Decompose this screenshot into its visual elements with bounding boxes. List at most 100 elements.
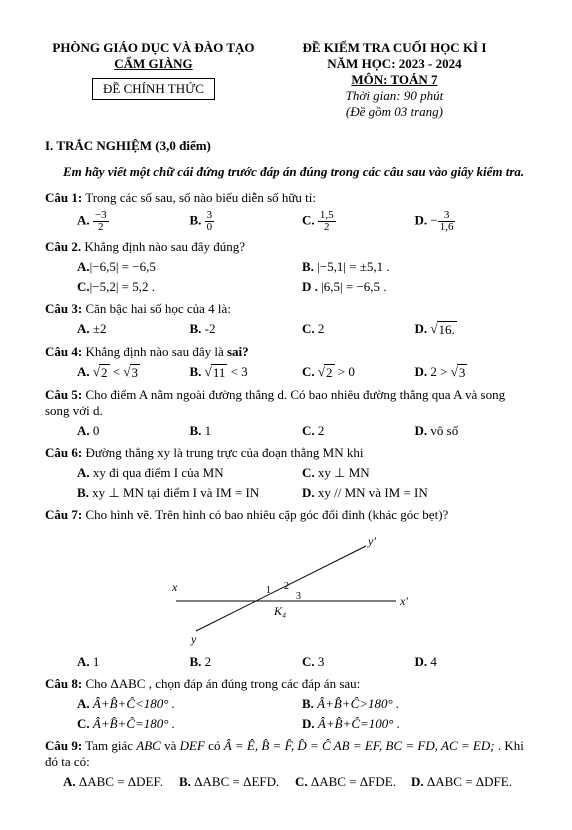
q4-opt-b: B. 11 < 3 xyxy=(190,364,303,381)
q6-opt-d: D. xy // MN và IM = IN xyxy=(302,485,527,501)
q7-text: Cho hình vẽ. Trên hình có bao nhiêu cặp … xyxy=(85,507,448,522)
pages: (Đề gồm 03 trang) xyxy=(262,104,527,120)
q2-opt-d: D . |6,5| = −6,5 . xyxy=(302,279,527,295)
q1: Câu 1: Trong các số sau, số nào biểu diễ… xyxy=(45,190,527,206)
q9-cond: Â = Ê, B̂ = F̂, D̂ = Ĉ AB = EF, BC = FD,… xyxy=(224,738,498,753)
q2-opt-c: C.|−5,2| = 5,2 . xyxy=(77,279,302,295)
q5: Câu 5: Cho điểm A nằm ngoài đường thẳng … xyxy=(45,387,527,419)
q8-text: Cho ΔABC , chọn đáp án đúng trong các đá… xyxy=(85,676,360,691)
section-1-title: I. TRẮC NGHIỆM (3,0 điểm) xyxy=(45,138,527,154)
q1-label: Câu 1: xyxy=(45,190,82,205)
q9-def: DEF xyxy=(180,738,205,753)
q3-opt-d: D. 16. xyxy=(415,321,528,338)
q4-opt-d: D. 2 > 3 xyxy=(415,364,528,381)
q8-opt-c: C. Â+B̂+Ĉ=180° . xyxy=(77,716,302,732)
dept-line1: PHÒNG GIÁO DỤC VÀ ĐÀO TẠO xyxy=(45,40,262,56)
q3-opt-a: A. ±2 xyxy=(77,321,190,338)
q7-label: Câu 7: xyxy=(45,507,82,522)
q3-opt-b: B. -2 xyxy=(190,321,303,338)
q9-options: A. ΔABC = ΔDEF. B. ΔABC = ΔEFD. C. ΔABC … xyxy=(63,774,527,790)
q7-options: A. 1 B. 2 C. 3 D. 4 xyxy=(77,654,527,670)
q4: Câu 4: Khẳng định nào sau đây là sai? xyxy=(45,344,527,360)
exam-title: ĐỀ KIỂM TRA CUỐI HỌC KÌ I xyxy=(262,40,527,56)
q1-opt-d: D. −31,6 xyxy=(415,210,528,233)
q8-label: Câu 8: xyxy=(45,676,82,691)
q4-opt-c: C. 2 > 0 xyxy=(302,364,415,381)
q5-opt-a: A. 0 xyxy=(77,423,190,439)
q2: Câu 2. Khẳng định nào sau đây đúng? xyxy=(45,239,527,255)
q6-opt-a: A. xy đi qua điểm I của MN xyxy=(77,465,302,481)
q6-text: Đường thẳng xy là trung trực của đoạn th… xyxy=(85,445,363,460)
q2-opt-b: B. |−5,1| = ±5,1 . xyxy=(302,259,527,275)
q8-options: A. Â+B̂+Ĉ<180° . B. Â+B̂+Ĉ>180° . C. Â+B… xyxy=(77,696,527,732)
q8-opt-d: D. Â+B̂+Ĉ=100° . xyxy=(302,716,527,732)
q6-label: Câu 6: xyxy=(45,445,82,460)
q4-sai: sai? xyxy=(227,344,249,359)
q3: Câu 3: Căn bậc hai số học của 4 là: xyxy=(45,301,527,317)
official-box: ĐỀ CHÍNH THỨC xyxy=(92,78,215,100)
q1-text: Trong các số sau, số nào biểu diễn số hữ… xyxy=(85,190,316,205)
q8-opt-b: B. Â+B̂+Ĉ>180° . xyxy=(302,696,527,712)
q9-opt-b: B. ΔABC = ΔEFD. xyxy=(179,774,295,790)
dept-line2: CẨM GIÀNG xyxy=(45,56,262,72)
q3-text: Căn bậc hai số học của 4 là: xyxy=(85,301,230,316)
q7-diagram: x y x′ y′ 1 2 3 K₄ xyxy=(45,531,527,646)
q7-opt-d: D. 4 xyxy=(415,654,528,670)
q9-t1: Tam giác xyxy=(85,738,136,753)
q7: Câu 7: Cho hình vẽ. Trên hình có bao nhi… xyxy=(45,507,527,523)
q4-text: Khẳng định nào sau đây là xyxy=(85,344,227,359)
q4-opt-a: A. 2 < 3 xyxy=(77,364,190,381)
q9-label: Câu 9: xyxy=(45,738,82,753)
subject: MÔN: TOÁN 7 xyxy=(262,72,527,88)
svg-text:K₄: K₄ xyxy=(273,604,286,618)
q2-text: Khẳng định nào sau đây đúng? xyxy=(84,239,245,254)
q6-opt-c: C. xy ⊥ MN xyxy=(302,465,527,481)
q9: Câu 9: Tam giác ABC và DEF có Â = Ê, B̂ … xyxy=(45,738,527,770)
q3-label: Câu 3: xyxy=(45,301,82,316)
q3-options: A. ±2 B. -2 C. 2 D. 16. xyxy=(77,321,527,338)
header-left: PHÒNG GIÁO DỤC VÀ ĐÀO TẠO CẨM GIÀNG ĐỀ C… xyxy=(45,40,262,120)
svg-text:x: x xyxy=(171,580,178,594)
q5-label: Câu 5: xyxy=(45,387,82,402)
q9-t2: và xyxy=(164,738,180,753)
svg-text:2: 2 xyxy=(284,581,289,592)
q6-options: A. xy đi qua điểm I của MN C. xy ⊥ MN B.… xyxy=(77,465,527,501)
q8: Câu 8: Cho ΔABC , chọn đáp án đúng trong… xyxy=(45,676,527,692)
q1-opt-b: B. 30 xyxy=(190,210,303,233)
q4-options: A. 2 < 3 B. 11 < 3 C. 2 > 0 D. 2 > 3 xyxy=(77,364,527,381)
q3-opt-c: C. 2 xyxy=(302,321,415,338)
q1-opt-c: C. 1,52 xyxy=(302,210,415,233)
svg-text:y: y xyxy=(190,632,197,646)
year: NĂM HỌC: 2023 - 2024 xyxy=(262,56,527,72)
q8-opt-a: A. Â+B̂+Ĉ<180° . xyxy=(77,696,302,712)
q6-opt-b: B. xy ⊥ MN tại điểm I và IM = IN xyxy=(77,485,302,501)
instruction: Em hãy viết một chữ cái đứng trước đáp á… xyxy=(63,164,527,180)
q2-opt-a: A.|−6,5| = −6,5 xyxy=(77,259,302,275)
q5-text: Cho điểm A nằm ngoài đường thẳng d. Có b… xyxy=(45,387,505,418)
q6: Câu 6: Đường thẳng xy là trung trực của … xyxy=(45,445,527,461)
q1-options: A. −32 B. 30 C. 1,52 D. −31,6 xyxy=(77,210,527,233)
svg-text:1: 1 xyxy=(266,585,271,596)
q5-opt-d: D. vô số xyxy=(415,423,528,439)
q5-opt-c: C. 2 xyxy=(302,423,415,439)
svg-text:y′: y′ xyxy=(367,534,376,548)
q2-label: Câu 2. xyxy=(45,239,81,254)
q9-opt-c: C. ΔABC = ΔFDE. xyxy=(295,774,411,790)
header: PHÒNG GIÁO DỤC VÀ ĐÀO TẠO CẨM GIÀNG ĐỀ C… xyxy=(45,40,527,120)
svg-text:3: 3 xyxy=(296,591,301,602)
q9-abc: ABC xyxy=(136,738,161,753)
duration: Thời gian: 90 phút xyxy=(262,88,527,104)
q9-opt-a: A. ΔABC = ΔDEF. xyxy=(63,774,179,790)
q5-opt-b: B. 1 xyxy=(190,423,303,439)
header-right: ĐỀ KIỂM TRA CUỐI HỌC KÌ I NĂM HỌC: 2023 … xyxy=(262,40,527,120)
svg-text:x′: x′ xyxy=(399,594,408,608)
intersecting-lines-icon: x y x′ y′ 1 2 3 K₄ xyxy=(136,531,436,646)
q1-opt-a: A. −32 xyxy=(77,210,190,233)
q7-opt-b: B. 2 xyxy=(190,654,303,670)
q2-options: A.|−6,5| = −6,5 B. |−5,1| = ±5,1 . C.|−5… xyxy=(77,259,527,295)
q4-label: Câu 4: xyxy=(45,344,82,359)
q7-opt-c: C. 3 xyxy=(302,654,415,670)
q5-options: A. 0 B. 1 C. 2 D. vô số xyxy=(77,423,527,439)
q7-opt-a: A. 1 xyxy=(77,654,190,670)
q9-opt-d: D. ΔABC = ΔDFE. xyxy=(411,774,527,790)
